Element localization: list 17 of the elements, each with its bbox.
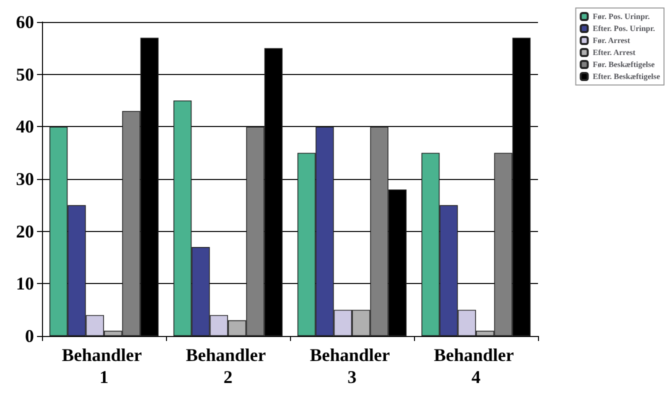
y-tick-label: 50: [16, 64, 34, 84]
legend-label: Før. Arrest: [592, 36, 630, 45]
y-tick-label: 30: [16, 169, 34, 189]
legend-label: Efter. Beskæftigelse: [592, 72, 660, 81]
x-tick-label: Behandler 4: [434, 345, 518, 387]
y-tick-label: 60: [16, 12, 34, 32]
legend-label: Før. Pos. Urinpr.: [592, 12, 650, 21]
y-tick-label: 0: [25, 326, 34, 346]
x-tick-label: Behandler 1: [62, 345, 146, 387]
legend-label: Efter. Pos. Urinpr.: [592, 24, 656, 33]
y-tick-label: 20: [16, 221, 34, 242]
y-tick-label: 10: [16, 274, 34, 294]
x-tick-label: Behandler 2: [186, 345, 270, 387]
legend-label: Før. Beskæftigelse: [592, 60, 656, 69]
y-tick-label: 40: [16, 116, 34, 137]
x-tick-label: Behandler 3: [310, 345, 394, 387]
legend-label: Efter. Arrest: [592, 48, 636, 57]
